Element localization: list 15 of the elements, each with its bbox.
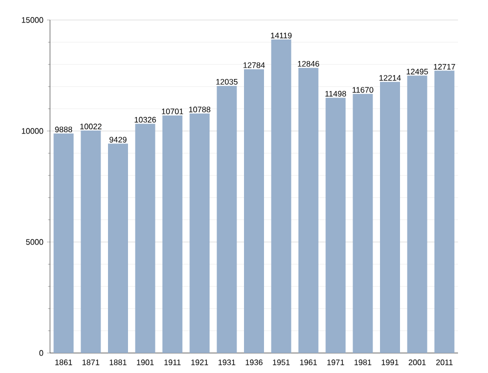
bar <box>244 69 264 353</box>
bar <box>407 76 428 353</box>
bar <box>271 40 292 353</box>
bar <box>162 115 182 353</box>
bar <box>216 86 237 353</box>
bar <box>190 114 210 353</box>
bar <box>54 133 74 353</box>
bar <box>352 94 373 353</box>
bar <box>135 124 156 353</box>
bar <box>108 144 128 353</box>
bar <box>298 68 318 353</box>
bar <box>326 98 346 353</box>
bar <box>80 130 101 353</box>
bar <box>434 70 454 353</box>
bar <box>380 82 400 353</box>
